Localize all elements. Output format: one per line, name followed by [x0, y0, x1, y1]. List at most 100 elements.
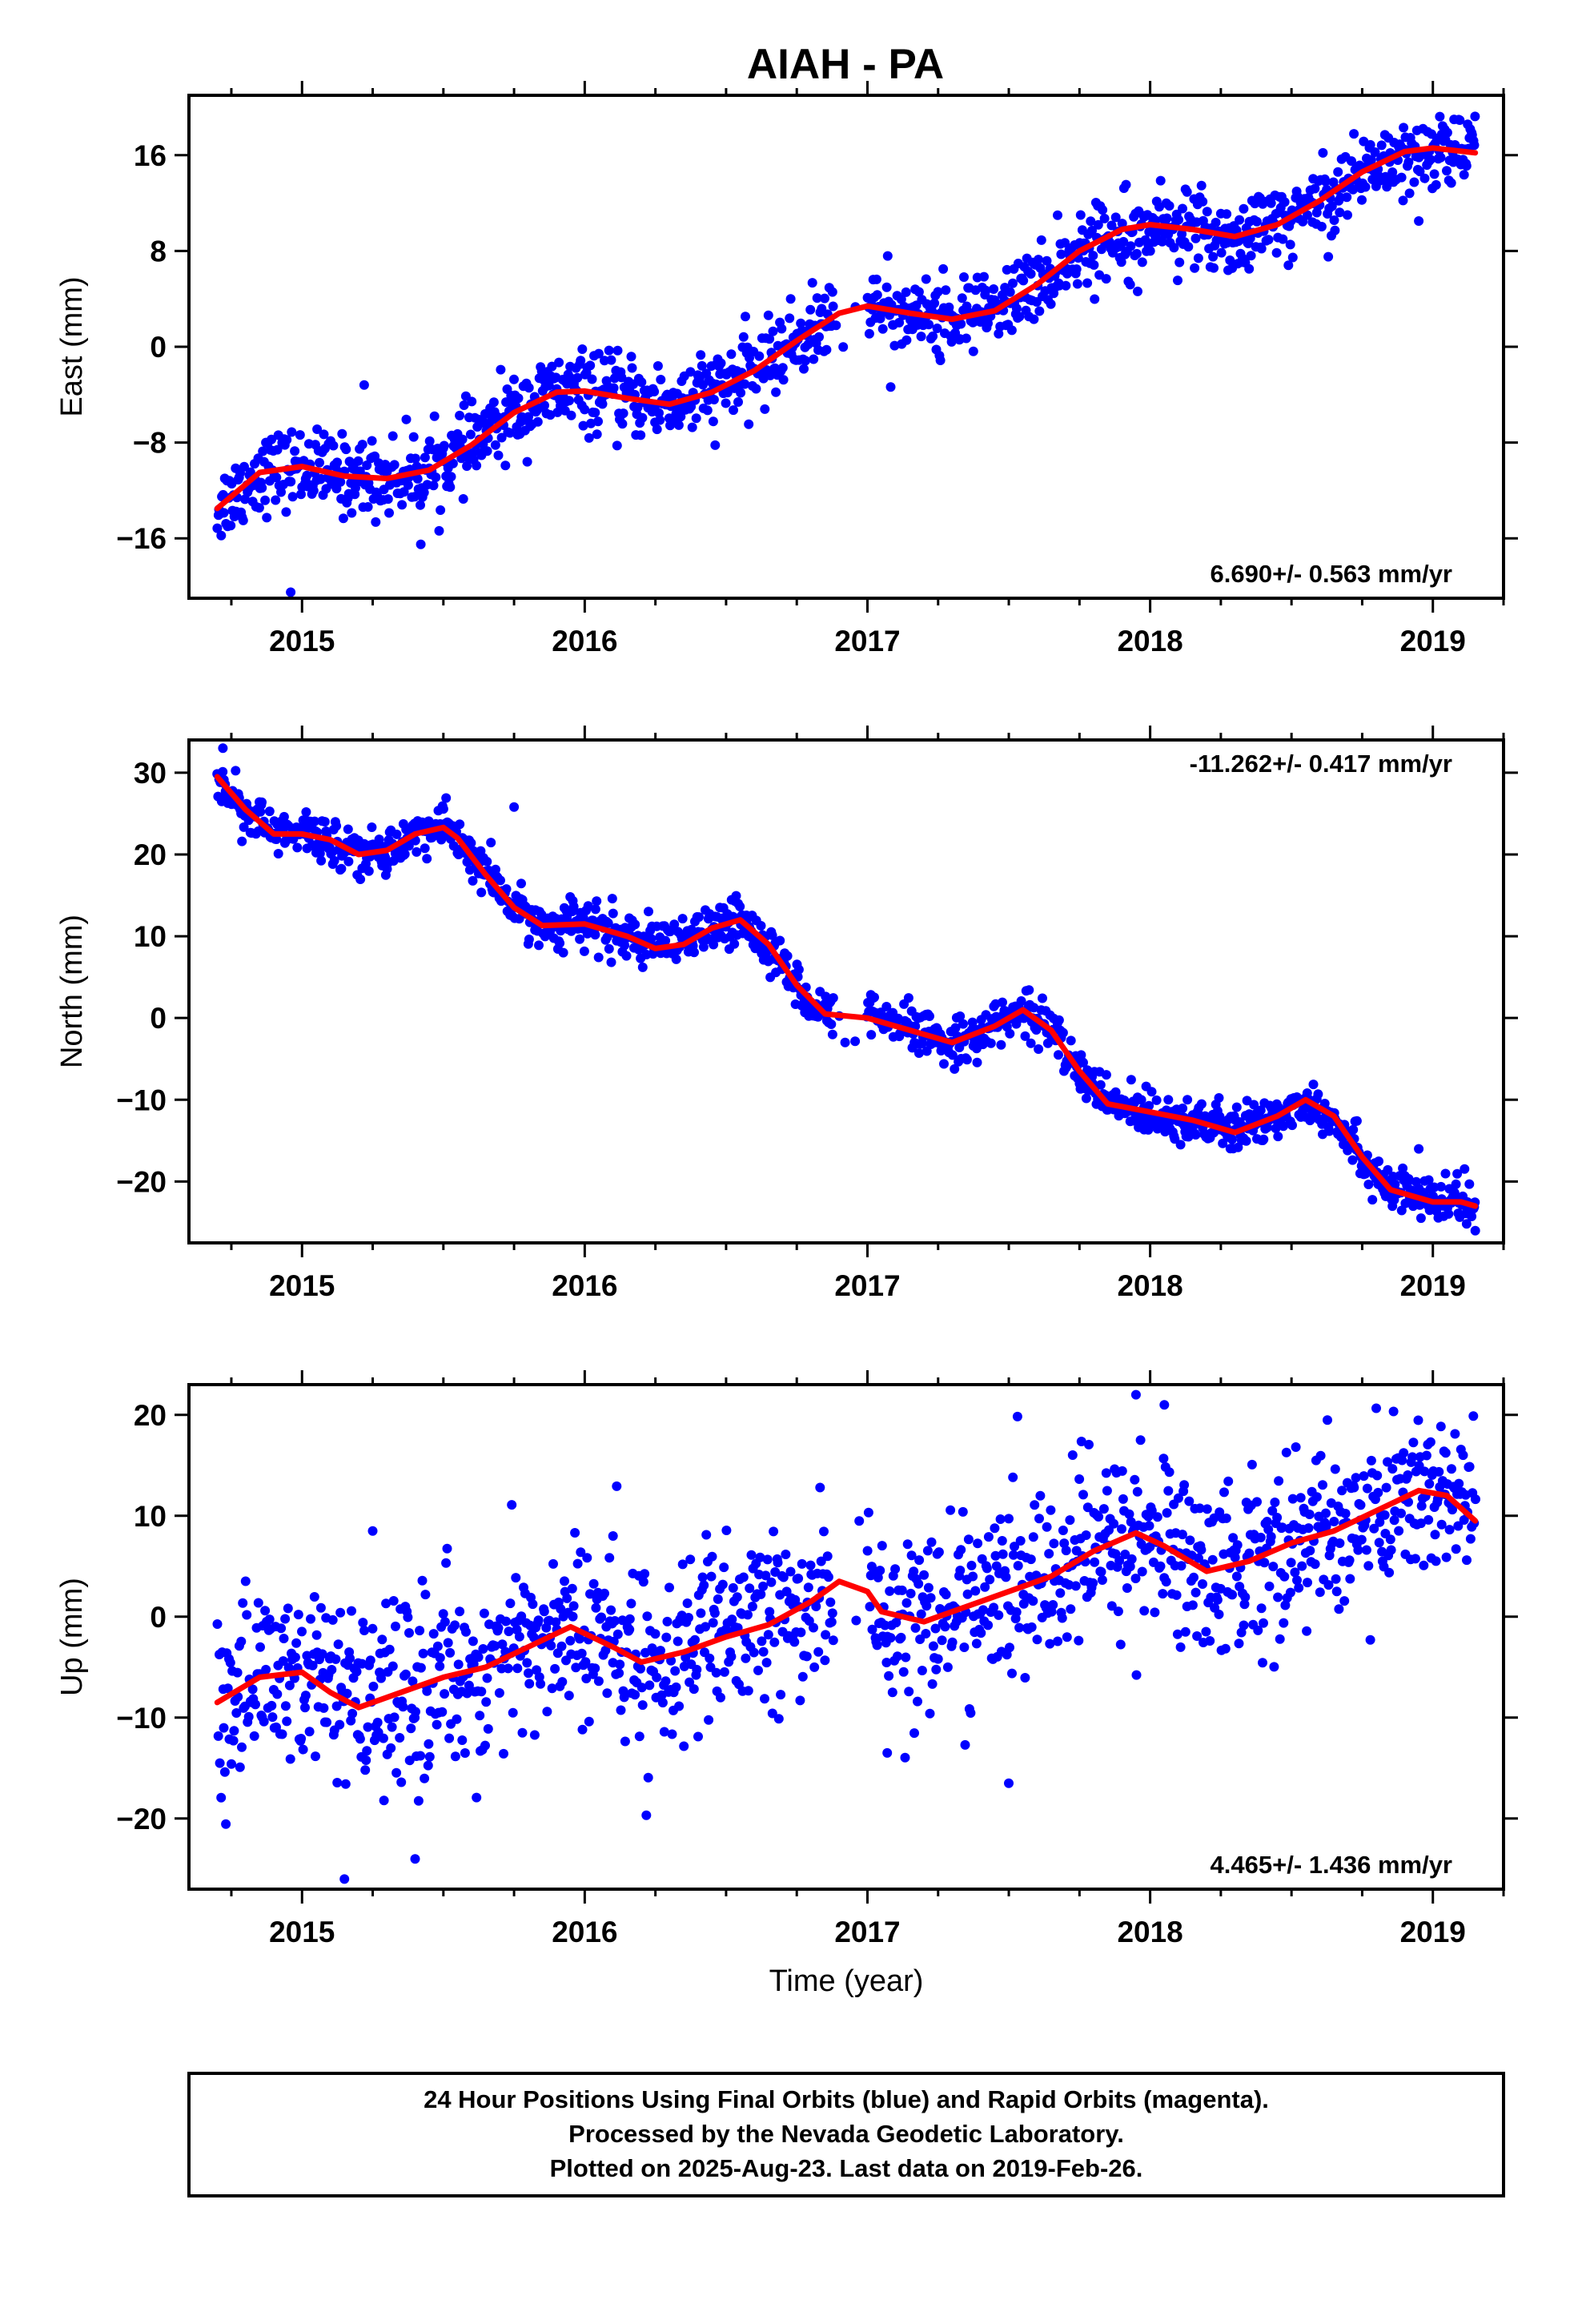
up-data-point [1303, 1578, 1312, 1588]
east-data-point [885, 382, 896, 392]
up-data-point [1026, 1554, 1036, 1565]
up-data-point [657, 1698, 668, 1708]
up-data-point [1362, 1483, 1372, 1494]
up-data-point [662, 1616, 673, 1626]
east-y-tick-label: 8 [150, 235, 167, 267]
up-data-point [1349, 1482, 1359, 1493]
up-data-point [584, 1716, 594, 1727]
up-data-point [989, 1602, 999, 1613]
up-data-point [934, 1547, 944, 1558]
east-data-point [1287, 252, 1298, 263]
up-x-axis-title: Time (year) [769, 1964, 924, 1998]
east-data-point [612, 345, 623, 356]
up-data-point [909, 1566, 919, 1577]
north-data-point [694, 912, 704, 923]
east-data-point [1164, 201, 1174, 211]
north-data-point [486, 838, 496, 848]
north-y-axis-title: North (mm) [55, 915, 89, 1068]
east-data-point [994, 328, 1004, 339]
up-data-point [331, 1701, 342, 1711]
up-data-point [919, 1570, 930, 1580]
north-data-point [939, 1059, 949, 1069]
up-data-point [1458, 1450, 1468, 1461]
up-data-point [1279, 1571, 1290, 1582]
up-data-point [494, 1688, 504, 1698]
north-data-point [1024, 985, 1034, 995]
up-data-point [778, 1572, 789, 1582]
east-data-point [1014, 312, 1025, 322]
north-x-tick-label: 2019 [1400, 1269, 1466, 1302]
up-data-point [582, 1553, 592, 1563]
east-data-point [606, 355, 616, 365]
east-data-point [636, 377, 647, 388]
east-data-point [862, 292, 873, 303]
up-data-point [1115, 1639, 1126, 1650]
north-data-point [1313, 1089, 1323, 1100]
up-data-point [355, 1734, 365, 1744]
up-data-point [1046, 1505, 1056, 1515]
up-data-point [307, 1660, 318, 1671]
up-data-point [1057, 1613, 1067, 1623]
north-data-point [1241, 1136, 1251, 1146]
up-data-point [503, 1663, 513, 1674]
east-data-point [459, 400, 469, 410]
up-data-point [930, 1623, 941, 1634]
up-data-point [1419, 1560, 1429, 1570]
caption-line-3: Plotted on 2025-Aug-23. Last data on 201… [550, 2154, 1143, 2182]
up-data-point [1431, 1556, 1441, 1566]
east-data-point [740, 379, 750, 389]
up-data-point [958, 1506, 968, 1517]
up-data-point [253, 1598, 263, 1608]
up-data-point [970, 1586, 981, 1596]
east-data-point [1191, 233, 1201, 243]
up-data-point [293, 1610, 303, 1620]
north-data-point [1347, 1155, 1358, 1165]
north-data-point [363, 866, 374, 876]
north-data-point [374, 834, 384, 845]
up-data-point [580, 1657, 591, 1667]
up-data-point [765, 1606, 775, 1617]
east-data-point [212, 523, 223, 533]
up-data-point [1329, 1517, 1339, 1526]
up-data-point [568, 1611, 578, 1622]
east-data-point [618, 408, 628, 419]
east-data-point [347, 508, 357, 518]
north-y-tick-label: 10 [134, 920, 167, 953]
up-data-point [505, 1598, 516, 1609]
up-data-point [590, 1663, 600, 1674]
up-data-point [922, 1546, 933, 1556]
up-data-point [331, 1654, 341, 1664]
north-data-point [962, 1055, 972, 1065]
east-data-point [1018, 275, 1029, 286]
up-data-point [1384, 1567, 1395, 1578]
east-data-point [812, 293, 822, 304]
up-data-point [413, 1795, 424, 1806]
up-data-point [638, 1577, 648, 1587]
up-data-point [284, 1680, 295, 1691]
up-data-point [322, 1717, 331, 1727]
up-data-point [998, 1549, 1008, 1559]
north-data-point [689, 947, 699, 958]
east-data-point [272, 444, 283, 455]
up-data-point [240, 1576, 251, 1586]
up-data-point [1415, 1518, 1426, 1529]
east-data-point [1178, 203, 1187, 214]
up-data-point [891, 1618, 901, 1628]
up-data-point [769, 1637, 780, 1647]
up-data-point [1109, 1518, 1119, 1529]
up-data-point [909, 1728, 919, 1739]
up-data-point [704, 1715, 714, 1725]
up-data-point [980, 1582, 990, 1592]
north-outlier-point [1414, 1144, 1424, 1154]
up-data-point [387, 1722, 397, 1732]
up-data-point [309, 1592, 319, 1602]
east-data-point [465, 429, 476, 440]
east-data-point [1376, 140, 1387, 151]
up-data-point [1234, 1638, 1244, 1649]
up-data-point [983, 1620, 994, 1630]
east-data-point [831, 320, 841, 331]
east-data-point [576, 356, 586, 366]
up-data-point [960, 1739, 970, 1750]
up-data-point [215, 1758, 225, 1768]
up-data-point [821, 1630, 831, 1640]
